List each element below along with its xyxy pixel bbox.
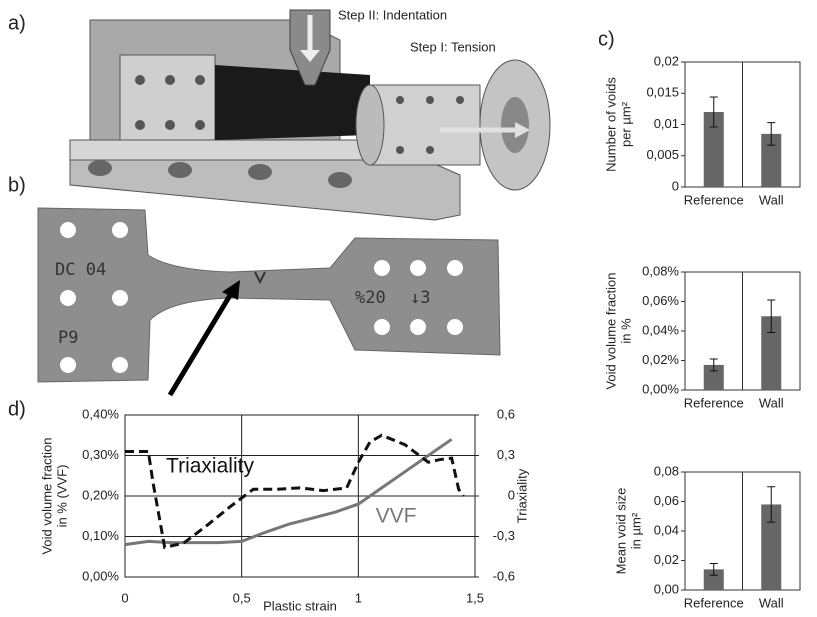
panel-label: b) xyxy=(8,174,26,196)
specimen-mark: ↓3 xyxy=(410,288,430,308)
y2-axis-label: Triaxiality xyxy=(514,468,529,523)
y2-tick-label: -0,6 xyxy=(493,568,515,583)
panel-label: c) xyxy=(598,28,615,50)
y2-tick-label: -0,3 xyxy=(493,528,515,543)
y-tick-label: 0,02 xyxy=(654,53,679,68)
y-axis-label: Mean void size xyxy=(613,488,628,575)
page: { "figure": { "panel_labels": ["a)", "b)… xyxy=(0,0,817,617)
specimen-mark: P9 xyxy=(58,328,78,348)
y-tick-label: 0,015 xyxy=(646,85,679,100)
y-axis-label: Void volume fraction xyxy=(603,272,618,389)
y-tick-label: 0,00% xyxy=(642,381,679,396)
x-tick-label: 1,5 xyxy=(466,590,484,605)
x-tick-label: Wall xyxy=(759,192,784,207)
figure: a) b) c) d) Step II: Indentation Step I:… xyxy=(0,0,817,617)
y-tick-label: 0,08 xyxy=(654,463,679,478)
y2-tick-label: 0,6 xyxy=(497,406,515,421)
y-tick-label: 0,02 xyxy=(654,552,679,567)
y-tick-label: 0,30% xyxy=(82,447,119,462)
x-axis-label: Plastic strain xyxy=(263,598,337,613)
x-tick-label: Wall xyxy=(759,595,784,610)
x-tick-label: 0,5 xyxy=(233,590,251,605)
y-tick-label: 0,04% xyxy=(642,322,679,337)
specimen-mark: %20 xyxy=(355,288,386,308)
x-tick-label: Reference xyxy=(684,395,744,410)
y-tick-label: 0,10% xyxy=(82,528,119,543)
x-tick-label: Wall xyxy=(759,395,784,410)
y-tick-label: 0,40% xyxy=(82,406,119,421)
x-tick-label: 0 xyxy=(121,590,128,605)
panel-label: d) xyxy=(8,398,26,420)
y-tick-label: 0,20% xyxy=(82,487,119,502)
y-axis-label: in % (VVF) xyxy=(54,465,69,528)
y-axis-label: Number of voids xyxy=(603,77,618,172)
y-tick-label: 0,01 xyxy=(654,116,679,131)
y-tick-label: 0 xyxy=(672,178,679,193)
step-label: Step II: Indentation xyxy=(338,7,447,22)
x-tick-label: Reference xyxy=(684,192,744,207)
y-tick-label: 0,00% xyxy=(82,568,119,583)
y-tick-label: 0,005 xyxy=(646,147,679,162)
y-axis-label: in % xyxy=(618,318,633,344)
y-axis-label: per µm² xyxy=(618,101,633,147)
y-tick-label: 0,04 xyxy=(654,522,679,537)
panel-label: a) xyxy=(8,12,26,34)
y2-tick-label: 0,3 xyxy=(497,447,515,462)
y-tick-label: 0,08% xyxy=(642,263,679,278)
x-tick-label: Reference xyxy=(684,595,744,610)
y-tick-label: 0,06% xyxy=(642,293,679,308)
y-tick-label: 0,06 xyxy=(654,493,679,508)
specimen-photo xyxy=(38,208,500,395)
y-axis-label: in µm² xyxy=(628,512,643,549)
specimen-mark: DC 04 xyxy=(55,260,106,280)
series-line xyxy=(125,435,463,547)
series-label: Triaxiality xyxy=(166,455,254,478)
y-tick-label: 0,00 xyxy=(654,581,679,596)
series-label: VVF xyxy=(376,505,417,528)
y-tick-label: 0,02% xyxy=(642,352,679,367)
y-axis-label: Void volume fraction xyxy=(39,437,54,554)
step-label: Step I: Tension xyxy=(410,39,496,54)
x-tick-label: 1 xyxy=(355,590,362,605)
